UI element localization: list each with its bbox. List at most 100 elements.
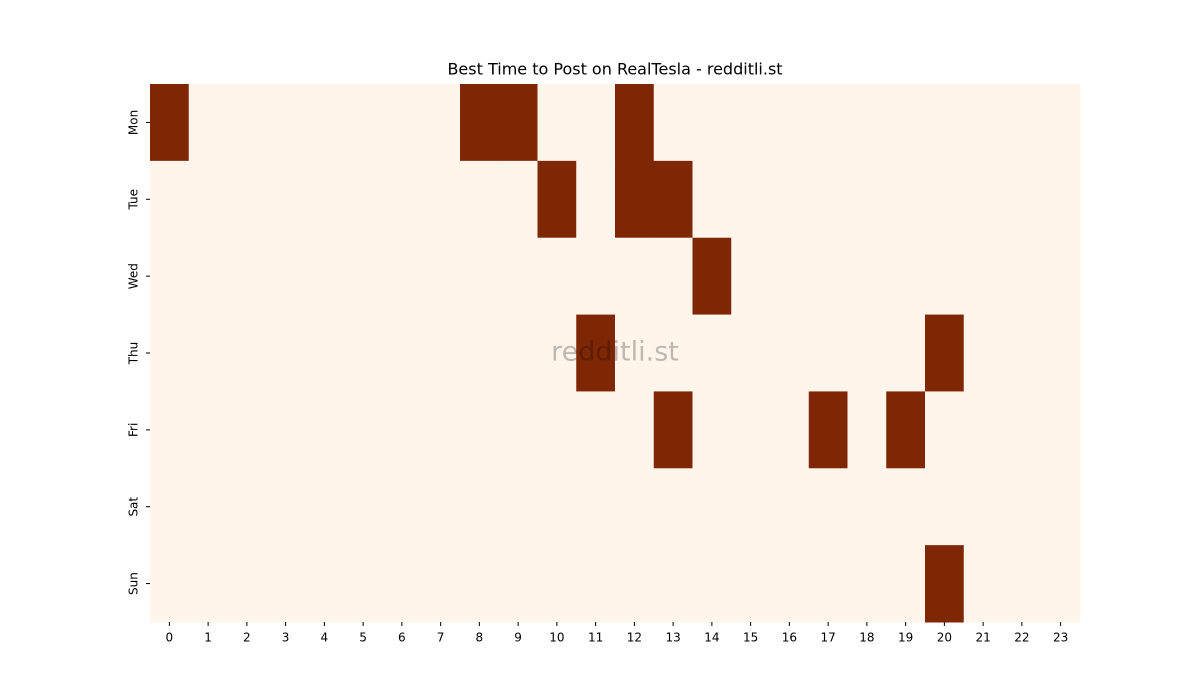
heatmap-cell (963, 314, 1003, 392)
heatmap-cell (653, 160, 693, 239)
heatmap-cell (227, 391, 267, 469)
heatmap-cell (576, 237, 616, 316)
heatmap-cell (460, 545, 500, 623)
x-tick-label: 9 (514, 631, 522, 645)
heatmap-cell (615, 468, 655, 546)
heatmap-cell (421, 160, 461, 239)
heatmap-cell (925, 314, 965, 392)
heatmap-cell (1002, 314, 1042, 392)
x-tick-label: 13 (665, 631, 680, 645)
heatmap-cell (227, 314, 267, 392)
heatmap-cell (886, 391, 926, 469)
heatmap-cell (886, 84, 926, 162)
y-tick-label: Sat (127, 497, 141, 517)
heatmap-cell (886, 160, 926, 239)
x-tick-label: 11 (588, 631, 603, 645)
heatmap-cell (886, 468, 926, 546)
heatmap-cell (343, 545, 383, 623)
heatmap-cell (731, 84, 771, 162)
heatmap-cell (266, 391, 306, 469)
heatmap-cell (770, 84, 810, 162)
heatmap-cell (615, 84, 655, 162)
heatmap-cell (963, 84, 1003, 162)
heatmap-cell (692, 468, 732, 546)
x-tick-label: 22 (1014, 631, 1029, 645)
heatmap-cell (537, 84, 577, 162)
heatmap-cell (498, 160, 538, 239)
heatmap-cell (653, 391, 693, 469)
heatmap-cell (1041, 468, 1081, 546)
heatmap-cell (576, 545, 616, 623)
x-tick-label: 21 (975, 631, 990, 645)
heatmap-cell (925, 468, 965, 546)
heatmap-cell (1002, 84, 1042, 162)
heatmap-cell (421, 545, 461, 623)
heatmap-cell (731, 391, 771, 469)
heatmap-cell (770, 545, 810, 623)
heatmap-cell (382, 160, 422, 239)
heatmap-cell (305, 391, 345, 469)
heatmap-cell (382, 237, 422, 316)
heatmap-cell (1041, 84, 1081, 162)
x-tick-label: 7 (437, 631, 445, 645)
heatmap-cell (770, 314, 810, 392)
x-tick-label: 8 (476, 631, 484, 645)
heatmap-cell (1041, 545, 1081, 623)
heatmap-cell (808, 160, 848, 239)
heatmap-cell (150, 391, 190, 469)
heatmap-cell (150, 545, 190, 623)
x-tick-label: 18 (859, 631, 874, 645)
heatmap-cell (576, 314, 616, 392)
heatmap-cell (731, 237, 771, 316)
heatmap-cell (847, 84, 887, 162)
heatmap-cell (808, 468, 848, 546)
x-tick-label: 12 (627, 631, 642, 645)
heatmap-cell (692, 237, 732, 316)
heatmap-cell (731, 468, 771, 546)
heatmap-cell (421, 84, 461, 162)
x-tick-label: 10 (549, 631, 564, 645)
heatmap-cell (460, 468, 500, 546)
heatmap-cell (266, 160, 306, 239)
heatmap-cell (808, 391, 848, 469)
heatmap-cell (925, 237, 965, 316)
heatmap-cell (188, 391, 228, 469)
heatmap-cell (188, 468, 228, 546)
heatmap-cell (770, 160, 810, 239)
heatmap-cell (227, 545, 267, 623)
heatmap-cell (653, 237, 693, 316)
heatmap-cell (847, 314, 887, 392)
heatmap-cell (460, 160, 500, 239)
heatmap-cell (576, 84, 616, 162)
heatmap-cell (537, 160, 577, 239)
heatmap-cell (653, 314, 693, 392)
y-tick-label: Thu (127, 342, 141, 366)
heatmap-cell (537, 545, 577, 623)
heatmap-cell (266, 468, 306, 546)
x-tick-label: 5 (359, 631, 367, 645)
heatmap-cell (615, 314, 655, 392)
heatmap-cell (576, 468, 616, 546)
heatmap-cell (421, 314, 461, 392)
heatmap-cell (692, 391, 732, 469)
heatmap-cell (1002, 160, 1042, 239)
heatmap-cell (343, 160, 383, 239)
heatmap-cell (421, 391, 461, 469)
heatmap-cell (382, 84, 422, 162)
heatmap-cell (886, 237, 926, 316)
heatmap-cell (1002, 545, 1042, 623)
heatmap-cell (188, 545, 228, 623)
heatmap-cell (653, 545, 693, 623)
heatmap-cell (227, 160, 267, 239)
heatmap-cell (963, 468, 1003, 546)
heatmap-cell (150, 314, 190, 392)
heatmap-cell (537, 314, 577, 392)
x-tick-label: 14 (704, 631, 719, 645)
heatmap-cell (266, 84, 306, 162)
x-tick-label: 20 (937, 631, 952, 645)
heatmap-cell (576, 160, 616, 239)
heatmap-cell (421, 237, 461, 316)
heatmap-cell (498, 545, 538, 623)
heatmap-cell (731, 545, 771, 623)
heatmap-cell (305, 237, 345, 316)
